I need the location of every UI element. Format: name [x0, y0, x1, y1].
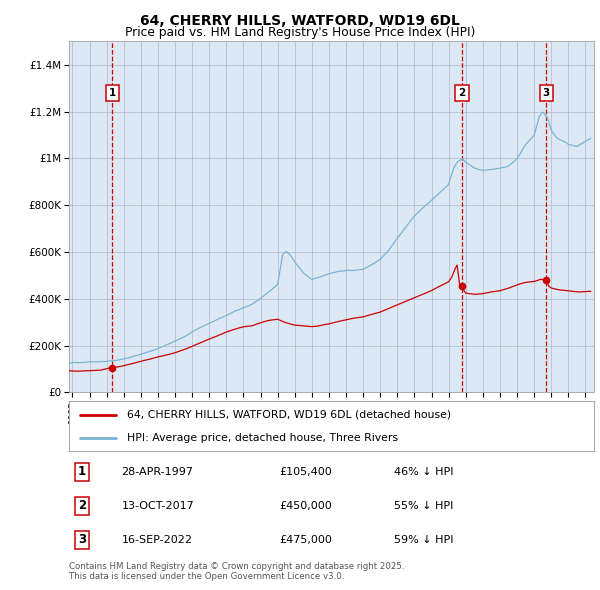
Text: 3: 3 [78, 533, 86, 546]
Text: 1: 1 [78, 466, 86, 478]
Text: 2: 2 [458, 88, 466, 98]
Text: 28-APR-1997: 28-APR-1997 [121, 467, 193, 477]
Text: £450,000: £450,000 [279, 501, 332, 511]
Text: 55% ↓ HPI: 55% ↓ HPI [395, 501, 454, 511]
Text: 13-OCT-2017: 13-OCT-2017 [121, 501, 194, 511]
Text: 64, CHERRY HILLS, WATFORD, WD19 6DL: 64, CHERRY HILLS, WATFORD, WD19 6DL [140, 14, 460, 28]
Text: 3: 3 [542, 88, 550, 98]
Text: 46% ↓ HPI: 46% ↓ HPI [395, 467, 454, 477]
Text: £105,400: £105,400 [279, 467, 332, 477]
Text: Contains HM Land Registry data © Crown copyright and database right 2025.
This d: Contains HM Land Registry data © Crown c… [69, 562, 404, 581]
Text: Price paid vs. HM Land Registry's House Price Index (HPI): Price paid vs. HM Land Registry's House … [125, 26, 475, 39]
Text: 16-SEP-2022: 16-SEP-2022 [121, 535, 193, 545]
Text: 59% ↓ HPI: 59% ↓ HPI [395, 535, 454, 545]
Text: HPI: Average price, detached house, Three Rivers: HPI: Average price, detached house, Thre… [127, 433, 398, 443]
Text: 64, CHERRY HILLS, WATFORD, WD19 6DL (detached house): 64, CHERRY HILLS, WATFORD, WD19 6DL (det… [127, 409, 451, 419]
Text: £475,000: £475,000 [279, 535, 332, 545]
Text: 1: 1 [109, 88, 116, 98]
Text: 2: 2 [78, 499, 86, 513]
